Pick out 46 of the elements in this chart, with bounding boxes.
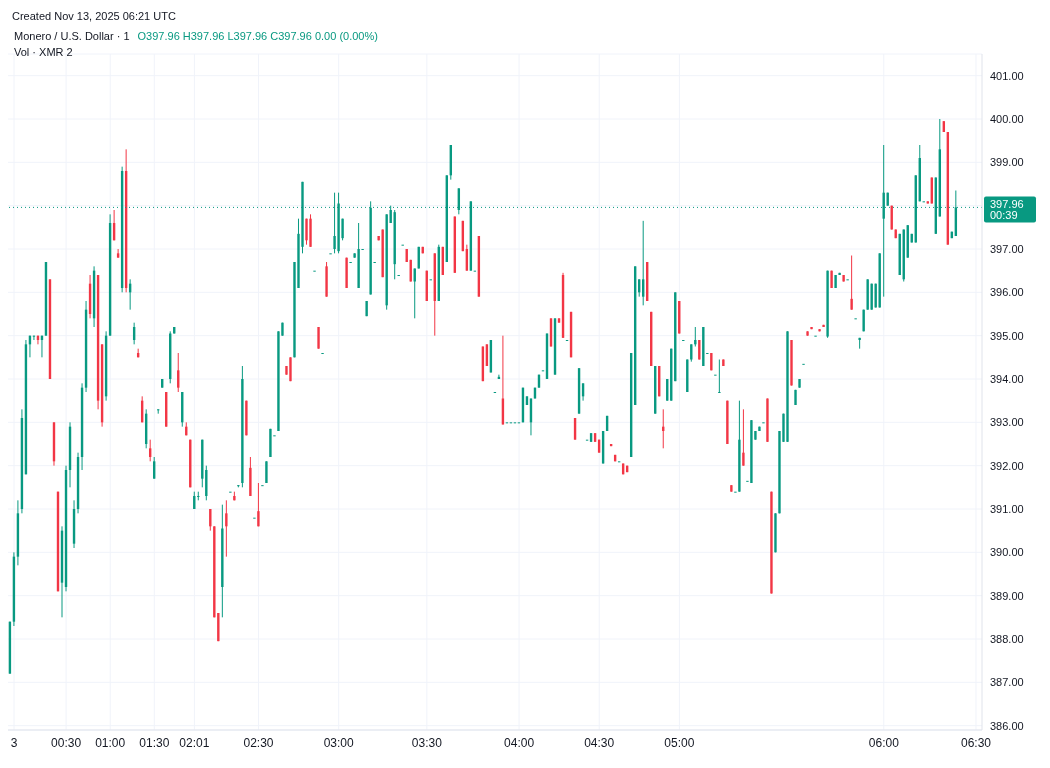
candlestick	[850, 255, 853, 311]
x-tick-label: 03:30	[411, 735, 443, 750]
y-tick-label: 388.00	[990, 632, 1024, 645]
y-tick-label: 386.00	[990, 719, 1024, 732]
x-tick-label: 02:30	[243, 735, 274, 750]
x-tick-label: 04:30	[584, 735, 615, 750]
y-tick-label: 397.00	[990, 242, 1024, 255]
y-tick-label: 391.00	[990, 502, 1024, 515]
x-tick-label: 01:30	[139, 735, 170, 750]
candlestick	[32, 335, 36, 341]
y-tick-label: 399.00	[990, 156, 1024, 169]
y-tick-label: 395.00	[990, 329, 1024, 342]
y-tick-label: 394.00	[990, 372, 1024, 385]
x-tick-label: 03:00	[323, 735, 355, 750]
y-tick-label: 390.00	[990, 546, 1024, 559]
y-tick-label: 389.00	[990, 589, 1024, 602]
ref-line-label: 397.96	[990, 198, 1024, 211]
y-tick-label: 387.00	[990, 676, 1024, 689]
text: Created Nov 13, 2025 06:21 UTC	[12, 10, 176, 22]
candlestick	[157, 408, 160, 415]
y-tick-label: 396.00	[990, 286, 1024, 299]
x-tick-label: 04:00	[504, 735, 535, 750]
chart-title: Monero / U.S. Dollar · 1	[14, 30, 130, 42]
candlestick	[209, 508, 212, 532]
candlestick	[694, 326, 697, 347]
y-tick-label: 392.00	[990, 459, 1024, 472]
text: O397.96 H397.96 L397.96 C397.96 0.00 (0.00%)	[137, 30, 378, 42]
x-tick-label: 06:00	[868, 735, 900, 750]
x-tick-label: 05:00	[664, 735, 695, 750]
x-tick-label: 01:00	[95, 735, 126, 750]
x-tick-label: 06:30	[960, 735, 992, 750]
x-tick-label: 02:01	[179, 735, 210, 750]
annotation: Vol · XMR 2	[14, 46, 74, 58]
x-tick-label: 3	[10, 735, 18, 750]
y-tick-label: 393.00	[990, 416, 1024, 429]
candlestick	[225, 499, 228, 558]
candlestick	[305, 218, 308, 246]
y-tick-label: 400.00	[990, 112, 1024, 125]
text: 00:39	[990, 209, 1018, 222]
candlestick	[698, 339, 701, 360]
candlestick	[742, 408, 745, 467]
x-tick-label: 00:30	[51, 735, 82, 750]
candlestick	[718, 359, 721, 393]
y-tick-label: 401.00	[990, 69, 1024, 82]
candlestick	[317, 326, 320, 350]
candlestick	[257, 482, 260, 527]
